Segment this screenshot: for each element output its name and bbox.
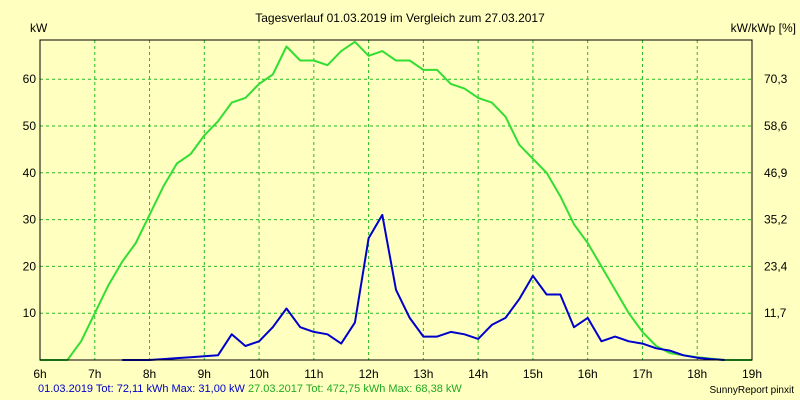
x-tick-label: 6h xyxy=(33,367,46,381)
series1-summary: 01.03.2019 Tot: 72,11 kWh Max: 31,00 kW xyxy=(38,383,245,395)
series-lines xyxy=(40,40,752,361)
y-tick-label-left: 50 xyxy=(23,119,37,133)
credit-text: SunnyReport pinxit xyxy=(709,385,795,396)
chart-title: Tagesverlauf 01.03.2019 im Vergleich zum… xyxy=(255,11,545,25)
y-tick-label-left: 60 xyxy=(23,72,37,86)
x-tick-label: 17h xyxy=(632,367,652,381)
x-tick-label: 12h xyxy=(359,367,379,381)
y-tick-label-right: 11,7 xyxy=(764,306,787,320)
x-tick-label: 7h xyxy=(88,367,101,381)
y-axis-left-label: kW xyxy=(30,21,48,35)
x-tick-label: 11h xyxy=(304,367,323,381)
x-tick-label: 14h xyxy=(468,367,488,381)
y-tick-label-right: 46,9 xyxy=(764,166,788,180)
x-tick-label: 8h xyxy=(143,367,156,381)
plot-frame xyxy=(39,39,753,361)
y-axis-right-label: kW/kWp [%] xyxy=(731,21,796,35)
y-tick-label-right: 70,3 xyxy=(764,72,788,86)
y-tick-label-right: 35,2 xyxy=(764,213,788,227)
y-tick-label-left: 30 xyxy=(23,213,37,227)
series-line-2 xyxy=(122,213,725,361)
x-tick-label: 18h xyxy=(687,367,707,381)
series2-summary: 27.03.2017 Tot: 472,75 kWh Max: 68,38 kW xyxy=(247,383,462,395)
y-tick-label-right: 23,4 xyxy=(764,259,788,273)
y-tick-label-left: 40 xyxy=(23,166,37,180)
x-tick-label: 16h xyxy=(578,367,598,381)
x-tick-label: 13h xyxy=(413,367,433,381)
series-line-1 xyxy=(40,40,752,361)
x-tick-label: 10h xyxy=(249,367,269,381)
x-tick-label: 9h xyxy=(198,367,211,381)
y-tick-label-right: 58,6 xyxy=(764,119,788,133)
x-tick-label: 15h xyxy=(523,367,543,381)
axis-ticks: 6h 7h 8h 9h 10h 11h 12h 13h 14h 15h 16h 17h 18h 19h 10… xyxy=(23,72,788,381)
grid xyxy=(40,40,752,360)
y-tick-label-left: 20 xyxy=(23,259,37,273)
chart-footer: 01.03.2019 Tot: 72,11 kWh Max: 31,00 kW … xyxy=(38,383,462,395)
x-tick-label: 19h xyxy=(742,367,762,381)
y-tick-label-left: 10 xyxy=(23,306,37,320)
